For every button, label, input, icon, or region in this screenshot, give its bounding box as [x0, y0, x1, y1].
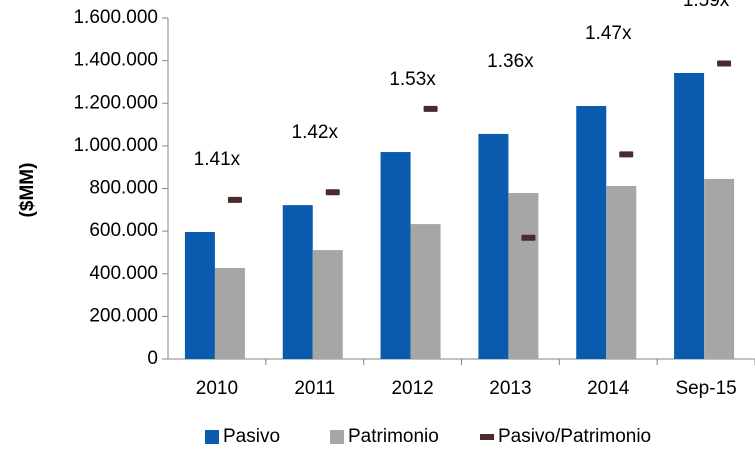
x-tick-label: 2011 [294, 378, 335, 399]
bar [704, 178, 735, 359]
ratio-marker [227, 196, 242, 203]
x-tick-label: 2014 [587, 378, 630, 399]
y-tick-label: 1.400.000 [73, 50, 158, 71]
bar [508, 192, 539, 359]
bar [312, 250, 343, 359]
data-label: 1.42x [292, 122, 339, 143]
y-tick-label: 800.000 [89, 178, 158, 199]
y-tick-label: 600.000 [89, 220, 158, 241]
ratio-marker [619, 151, 634, 158]
y-tick-label: 1.200.000 [73, 92, 158, 113]
bar [606, 185, 637, 359]
data-label: 1.59x [683, 0, 730, 11]
data-label: 1.36x [487, 51, 534, 72]
y-tick-label: 400.000 [89, 263, 158, 284]
ratio-marker [717, 60, 732, 67]
ratio-marker [325, 189, 340, 196]
ratio-marker [521, 234, 536, 241]
y-tick-label: 1.600.000 [73, 7, 158, 28]
x-tick-label: 2010 [196, 378, 238, 399]
bar [478, 133, 509, 359]
ratio-marker [423, 105, 438, 112]
legend-swatch [205, 430, 219, 444]
bar [282, 205, 313, 359]
bar [410, 224, 441, 359]
data-label: 1.41x [194, 149, 241, 170]
y-tick-label: 200.000 [89, 305, 158, 326]
data-label: 1.53x [389, 69, 436, 90]
y-tick-label: 0 [147, 348, 158, 369]
bar [576, 106, 607, 359]
bar [674, 72, 705, 359]
legend-swatch [480, 434, 494, 440]
legend-label: Pasivo/Patrimonio [498, 426, 651, 447]
legend-swatch [330, 430, 344, 444]
x-tick-label: 2013 [489, 378, 531, 399]
data-label: 1.47x [585, 23, 632, 44]
bar [214, 267, 245, 359]
bar [380, 152, 411, 359]
legend-label: Pasivo [223, 426, 280, 447]
legend-label: Patrimonio [348, 426, 439, 447]
y-axis-label: ($MM) [17, 163, 38, 218]
bar [184, 231, 215, 359]
y-tick-label: 1.000.000 [73, 135, 158, 156]
x-tick-label: 2012 [391, 378, 433, 399]
x-tick-label: Sep-15 [675, 378, 736, 399]
